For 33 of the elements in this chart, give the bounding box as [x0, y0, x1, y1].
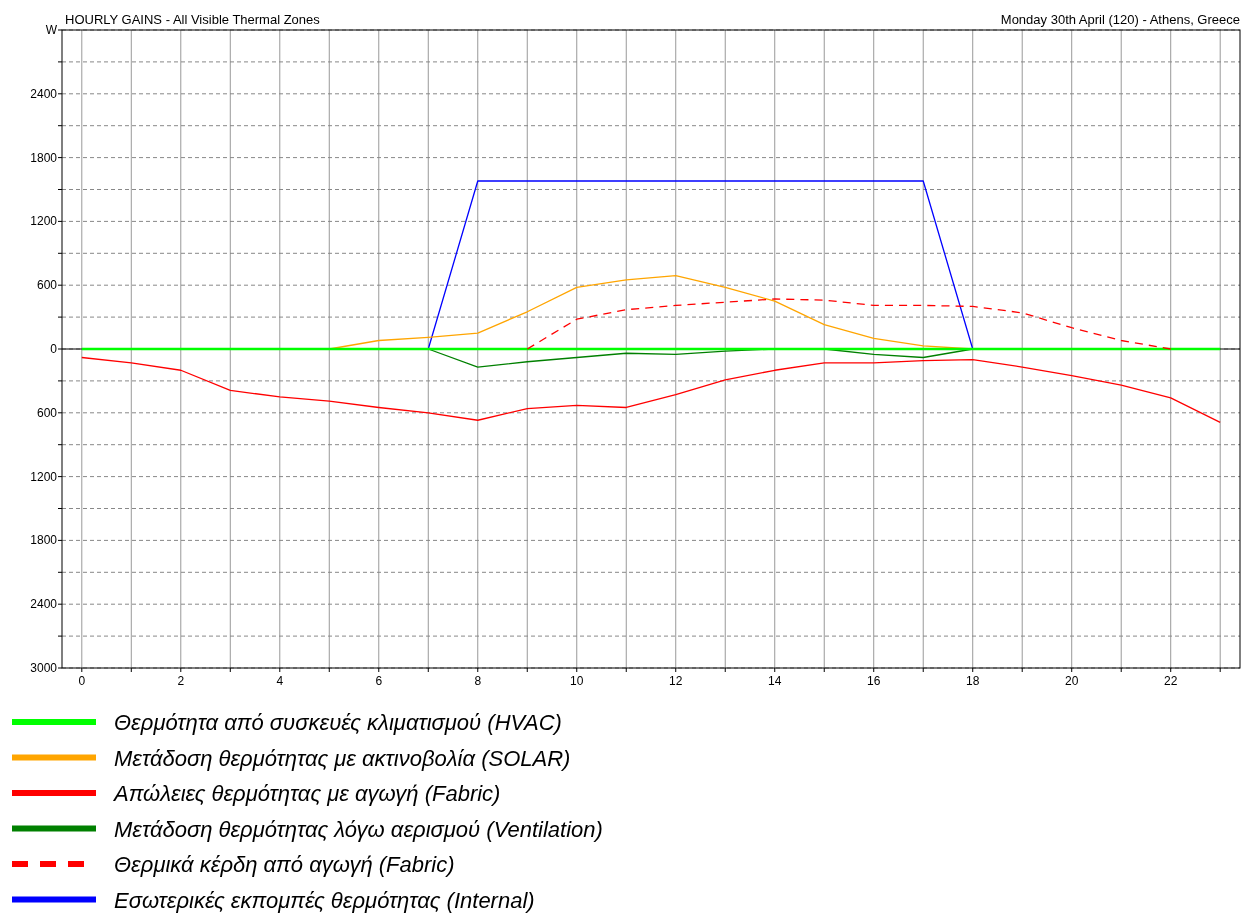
y-tick-label: 1200 [30, 214, 58, 229]
x-tick-label: 4 [276, 674, 284, 688]
legend-label: Μετάδοση θερμότητας με ακτινοβολία (SOLAR) [114, 745, 571, 771]
y-tick-label: 2400 [30, 86, 58, 101]
x-tick-label: 0 [78, 674, 86, 688]
y-tick-label: 1800 [30, 150, 58, 165]
x-tick-label: 14 [768, 674, 782, 688]
x-tick-label: 6 [375, 674, 383, 688]
legend-label: Θερμότητα από συσκευές κλιματισμού (HVAC) [114, 710, 562, 735]
chart-title: HOURLY GAINS - All Visible Thermal Zones [65, 12, 321, 27]
line-series [526, 298, 1172, 350]
x-tick-label: 2 [177, 674, 185, 688]
y-tick-label: 600 [36, 405, 58, 420]
x-tick-label: 16 [867, 674, 881, 688]
chart-subtitle: Monday 30th April (120) - Athens, Greece [1000, 12, 1240, 27]
y-tick-label: 600 [36, 278, 58, 293]
y-tick-label: 2400 [30, 597, 58, 612]
x-tick-label: 12 [669, 674, 683, 688]
legend-label: Μετάδοση θερμότητας λόγω αερισμού (Ventilation) [114, 816, 603, 842]
y-tick-label: 1800 [30, 533, 58, 548]
y-tick-label: 0 [50, 342, 58, 356]
legend-label: Εσωτερικές εκπομπές θερμότητας (Internal) [114, 887, 535, 913]
x-tick-label: 8 [474, 674, 482, 688]
y-tick-label: 1200 [30, 469, 58, 484]
x-tick-label: 10 [570, 674, 584, 688]
legend-label: Απώλειες θερμότητας με αγωγή (Fabric) [112, 781, 501, 806]
x-tick-label: 20 [1065, 674, 1079, 688]
x-tick-label: 22 [1164, 674, 1178, 688]
y-tick-label: W [45, 23, 58, 37]
y-tick-label: 3000 [30, 661, 58, 675]
legend-label: Θερμικά κέρδη από αγωγή (Fabric) [114, 852, 455, 877]
line-series [81, 356, 1221, 424]
x-tick-label: 18 [966, 674, 980, 688]
